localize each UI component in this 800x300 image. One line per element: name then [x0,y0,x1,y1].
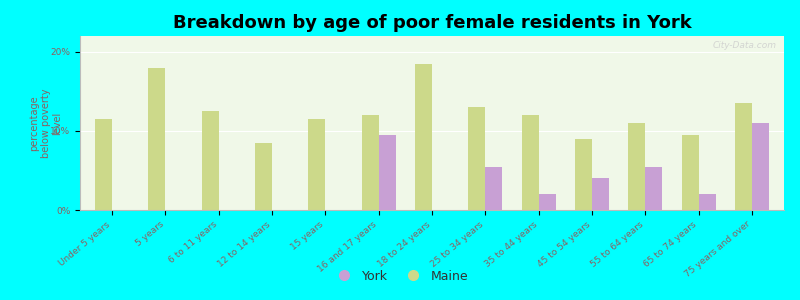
Text: City-Data.com: City-Data.com [713,41,777,50]
Bar [628,123,646,210]
Y-axis label: percentage
below poverty
level: percentage below poverty level [30,88,62,158]
Bar [575,139,592,210]
Bar [378,135,396,210]
Legend: York, Maine: York, Maine [327,265,473,288]
Bar [95,119,112,210]
Bar [646,167,662,210]
Bar [538,194,556,210]
Bar [362,115,378,210]
Bar [698,194,716,210]
Bar [308,119,326,210]
Title: Breakdown by age of poor female residents in York: Breakdown by age of poor female resident… [173,14,691,32]
Bar [592,178,609,210]
Bar [486,167,502,210]
Bar [202,111,218,210]
Bar [255,143,272,210]
Bar [752,123,769,210]
Bar [682,135,698,210]
Bar [148,68,166,210]
Bar [522,115,538,210]
Bar [468,107,486,210]
Bar [415,64,432,210]
Bar [735,103,752,210]
